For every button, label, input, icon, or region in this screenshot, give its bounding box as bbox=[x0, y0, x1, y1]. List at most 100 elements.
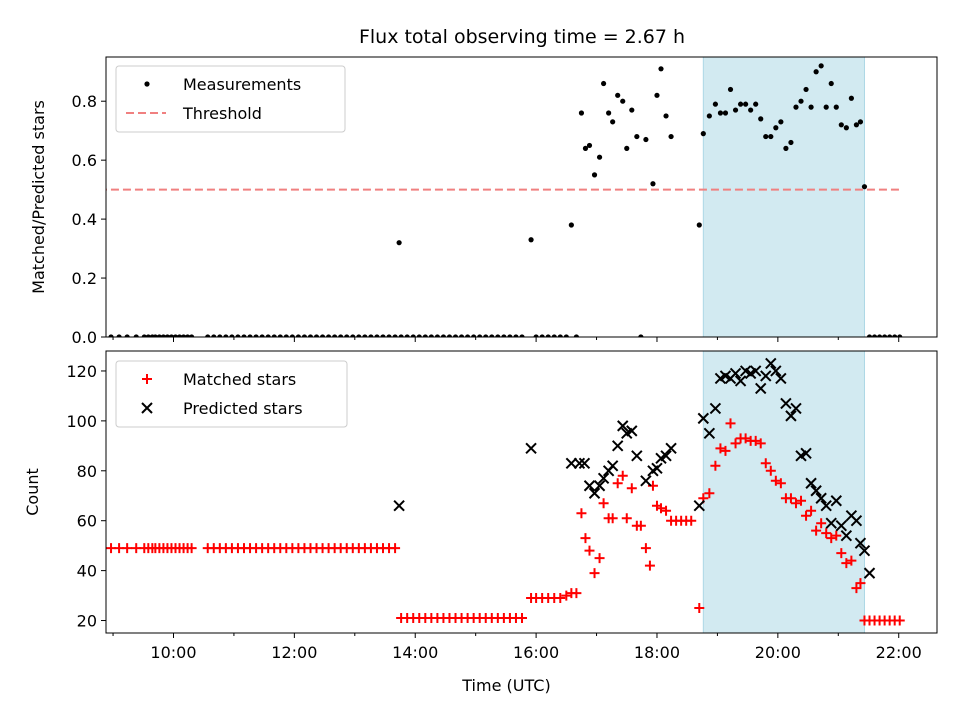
axes-frame bbox=[105, 56, 938, 338]
measurement-point bbox=[410, 334, 416, 337]
measurement-point bbox=[313, 334, 320, 337]
matched-star-point bbox=[841, 558, 852, 569]
measurement-point bbox=[223, 334, 229, 337]
measurement-point bbox=[495, 334, 501, 337]
measurement-point bbox=[217, 334, 223, 337]
observing-window-span bbox=[702, 56, 865, 338]
measurement-point bbox=[823, 104, 829, 110]
measurement-point bbox=[124, 334, 130, 337]
measurement-point bbox=[344, 334, 350, 337]
measurement-point bbox=[277, 334, 283, 337]
measurement-point bbox=[519, 334, 525, 337]
matched-star-point bbox=[740, 433, 751, 444]
measurement-point bbox=[643, 136, 649, 143]
matched-star-point bbox=[612, 478, 623, 489]
predicted-star-point bbox=[525, 442, 537, 455]
matched-star-point bbox=[720, 445, 731, 456]
x-tick-label: 16:00 bbox=[513, 643, 559, 662]
measurement-point bbox=[763, 133, 769, 140]
matched-star-point bbox=[621, 513, 632, 524]
predicted-star-point bbox=[640, 475, 652, 487]
measurement-point bbox=[458, 334, 465, 337]
predicted-star-point bbox=[606, 460, 619, 472]
matched-star-point bbox=[517, 613, 528, 624]
measurement-point bbox=[338, 334, 344, 337]
matched-star-point bbox=[801, 510, 812, 521]
matched-star-point bbox=[390, 543, 401, 554]
measurement-point bbox=[301, 334, 308, 337]
measurement-point bbox=[732, 107, 739, 113]
matched-star-point bbox=[686, 515, 697, 526]
plot-area bbox=[106, 357, 905, 626]
measurement-point bbox=[477, 334, 483, 337]
measurement-point bbox=[654, 92, 660, 98]
measurement-point bbox=[374, 334, 380, 337]
y-tick-label: 120 bbox=[66, 362, 97, 381]
measurement-point bbox=[650, 181, 656, 187]
matched-star-point bbox=[710, 460, 721, 471]
measurement-point bbox=[235, 334, 241, 337]
matched-star-point bbox=[555, 593, 566, 604]
measurement-point bbox=[152, 334, 158, 337]
matched-star-point bbox=[790, 498, 801, 509]
measurement-point bbox=[229, 334, 235, 337]
measurement-point bbox=[753, 101, 759, 107]
matched-star-point bbox=[644, 560, 655, 571]
measurement-point bbox=[446, 334, 453, 337]
measurement-point bbox=[428, 334, 434, 337]
measurement-point bbox=[307, 334, 314, 337]
measurement-point bbox=[205, 334, 211, 337]
predicted-star-point bbox=[749, 365, 762, 377]
matched-star-point bbox=[661, 505, 672, 516]
predicted-star-point bbox=[755, 382, 767, 395]
measurement-point bbox=[386, 334, 392, 337]
measurement-point bbox=[596, 154, 603, 160]
matched-star-point bbox=[750, 435, 761, 446]
measurement-point bbox=[813, 69, 819, 75]
matched-star-point bbox=[626, 483, 637, 494]
matched-star-point bbox=[598, 498, 609, 509]
legend-key-measurements bbox=[144, 81, 150, 87]
measurement-point bbox=[356, 334, 362, 337]
measurement-point bbox=[133, 334, 139, 337]
measurement-point bbox=[160, 334, 167, 337]
measurement-point bbox=[696, 222, 702, 228]
predicted-star-point bbox=[785, 410, 797, 422]
predicted-star-point bbox=[597, 472, 610, 484]
observing-window-span bbox=[702, 350, 865, 634]
predicted-star-point bbox=[765, 357, 777, 370]
predicted-star-point bbox=[850, 514, 863, 527]
predicted-star-point bbox=[858, 544, 871, 557]
predicted-star-point bbox=[854, 537, 867, 549]
measurement-point bbox=[722, 110, 729, 116]
predicted-star-point bbox=[840, 529, 853, 542]
y-tick-label: 0.6 bbox=[72, 151, 97, 170]
measurement-point bbox=[573, 334, 579, 337]
measurement-point bbox=[116, 334, 122, 337]
measurement-point bbox=[184, 334, 191, 337]
y-tick-label: 60 bbox=[77, 512, 97, 531]
measurement-point bbox=[773, 125, 779, 131]
measurement-point bbox=[843, 125, 849, 131]
predicted-star-point bbox=[775, 372, 787, 385]
predicted-star-point bbox=[651, 462, 663, 474]
measurement-point bbox=[758, 116, 764, 122]
y-tick-label: 80 bbox=[77, 462, 97, 481]
predicted-star-point bbox=[734, 375, 747, 387]
measurement-point bbox=[568, 222, 574, 228]
measurement-point bbox=[658, 66, 664, 72]
matched-star-point bbox=[760, 458, 771, 469]
measurement-point bbox=[289, 334, 295, 337]
measurement-point bbox=[396, 240, 402, 246]
measurement-point bbox=[422, 334, 428, 337]
matched-star-point bbox=[725, 418, 736, 429]
measurement-point bbox=[211, 334, 217, 337]
legend-label: Predicted stars bbox=[183, 399, 303, 418]
matched-star-point bbox=[640, 543, 651, 554]
measurement-point bbox=[513, 334, 519, 337]
measurement-point bbox=[551, 334, 557, 337]
measurement-point bbox=[434, 334, 440, 337]
matched-star-point bbox=[775, 478, 786, 489]
measurement-point bbox=[368, 334, 374, 337]
